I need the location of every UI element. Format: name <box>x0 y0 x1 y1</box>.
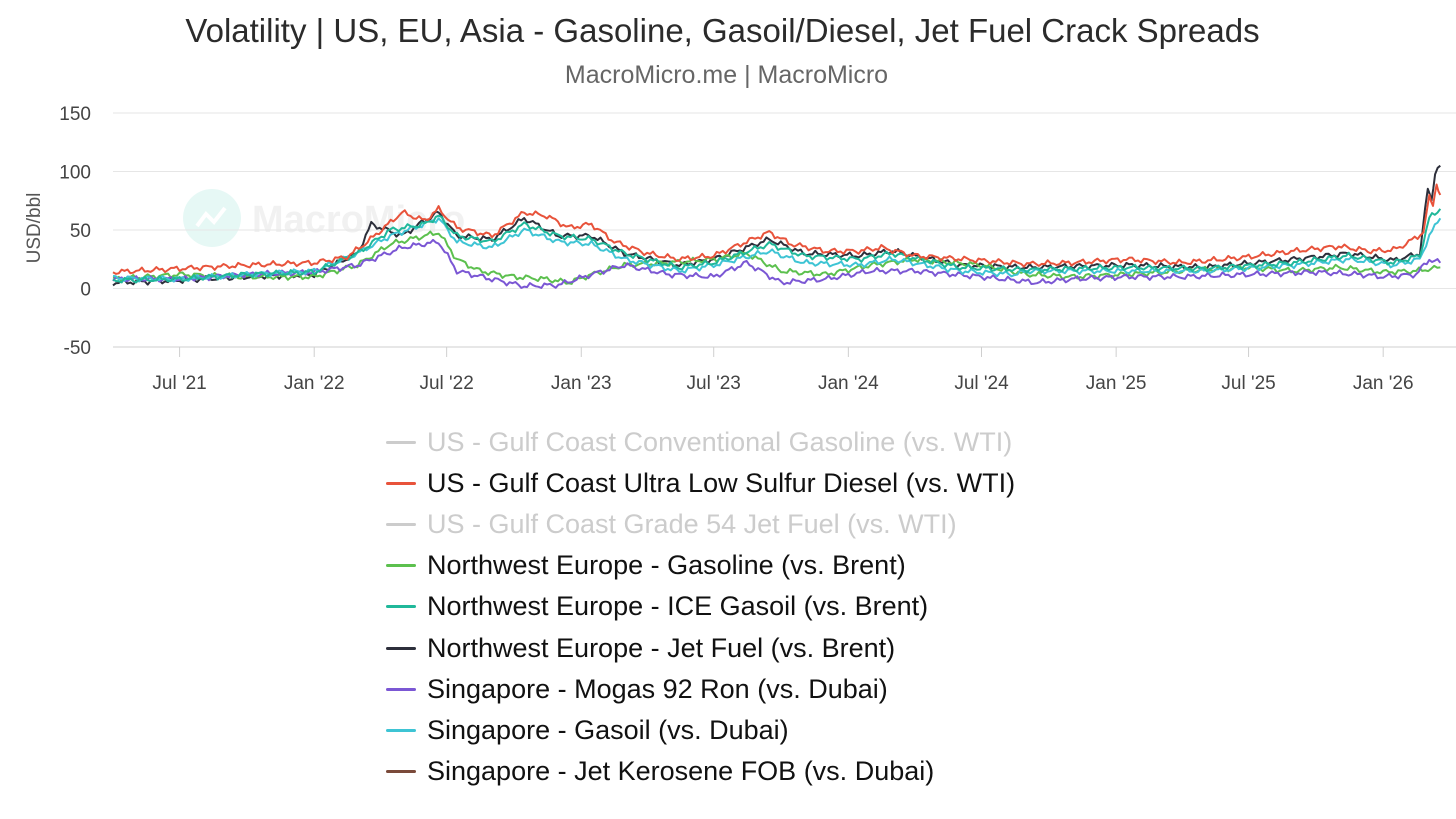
x-tick-label: Jan '24 <box>818 373 879 394</box>
series-line[interactable] <box>112 217 1442 283</box>
y-axis-label: USD/bbl <box>24 193 45 264</box>
legend-swatch <box>386 728 416 732</box>
x-tick-label: Jan '25 <box>1086 373 1147 394</box>
x-tick-label: Jan '23 <box>551 373 612 394</box>
x-tick-label: Jan '22 <box>284 373 345 394</box>
legend-swatch <box>386 605 416 609</box>
y-tick-label: 0 <box>80 280 91 301</box>
legend-label: Singapore - Gasoil (vs. Dubai) <box>427 714 789 745</box>
legend-swatch <box>386 646 416 650</box>
x-tick-label: Jan '26 <box>1353 373 1414 394</box>
legend-item[interactable]: US - Gulf Coast Conventional Gasoline (v… <box>386 422 1146 463</box>
series-line[interactable] <box>112 238 1442 289</box>
legend-swatch <box>386 482 416 486</box>
watermark-logo-glyph <box>195 206 227 228</box>
legend-item[interactable]: US - Gulf Coast Ultra Low Sulfur Diesel … <box>386 463 1146 504</box>
legend-item[interactable]: Northwest Europe - Gasoline (vs. Brent) <box>386 545 1146 586</box>
legend-item[interactable]: Northwest Europe - Jet Fuel (vs. Brent) <box>386 627 1146 668</box>
legend-label: Northwest Europe - Jet Fuel (vs. Brent) <box>427 632 896 663</box>
legend-swatch <box>386 441 416 445</box>
chart-subtitle: MacroMicro.me | MacroMicro <box>564 61 889 89</box>
legend-label: US - Gulf Coast Grade 54 Jet Fuel (vs. W… <box>427 509 957 540</box>
y-tick-label: 100 <box>59 163 91 184</box>
legend-label: US - Gulf Coast Ultra Low Sulfur Diesel … <box>427 468 1016 499</box>
legend-label: US - Gulf Coast Conventional Gasoline (v… <box>427 427 1013 458</box>
legend-label: Northwest Europe - ICE Gasoil (vs. Brent… <box>427 591 929 622</box>
legend-item[interactable]: Singapore - Mogas 92 Ron (vs. Dubai) <box>386 669 1146 710</box>
axes: 150 100 50 0 -50 Jul '21 Jan '22 Jul '22 Jan '23… <box>59 104 1413 394</box>
x-tick-label: Jul '25 <box>1221 373 1275 394</box>
x-tick-label: Jul '24 <box>954 373 1009 394</box>
x-tick-label: Jul '21 <box>152 373 206 394</box>
chart-area: MacroMicro 150 100 50 0 -50 Jul '21 Jan '22 Jul… <box>24 104 1456 394</box>
legend-swatch <box>386 523 416 527</box>
x-tick-label: Jul '23 <box>687 373 741 394</box>
y-tick-label: 150 <box>59 104 91 125</box>
series-line[interactable] <box>112 208 1442 284</box>
legend-label: Northwest Europe - Gasoline (vs. Brent) <box>427 550 906 581</box>
y-tick-label: 50 <box>70 221 91 242</box>
legend-item[interactable]: US - Gulf Coast Grade 54 Jet Fuel (vs. W… <box>386 504 1146 545</box>
legend-swatch <box>386 564 416 568</box>
series-layer <box>112 164 1442 289</box>
legend-item[interactable]: Northwest Europe - ICE Gasoil (vs. Brent… <box>386 586 1146 627</box>
x-tick-label: Jul '22 <box>419 373 473 394</box>
grid <box>113 112 1456 348</box>
legend-label: Singapore - Mogas 92 Ron (vs. Dubai) <box>427 673 888 704</box>
series-line[interactable] <box>112 183 1442 275</box>
legend-label: Singapore - Jet Kerosene FOB (vs. Dubai) <box>427 755 935 786</box>
legend: US - Gulf Coast Conventional Gasoline (v… <box>386 422 1146 792</box>
watermark-logo-icon <box>183 189 241 247</box>
legend-swatch <box>386 687 416 691</box>
legend-swatch <box>386 769 416 773</box>
y-tick-label: -50 <box>64 338 91 359</box>
chart-title: Volatility | US, EU, Asia - Gasoline, Ga… <box>185 12 1260 49</box>
legend-item[interactable]: Singapore - Jet Kerosene FOB (vs. Dubai) <box>386 751 1146 792</box>
legend-item[interactable]: Singapore - Gasoil (vs. Dubai) <box>386 710 1146 751</box>
watermark: MacroMicro <box>183 189 465 247</box>
